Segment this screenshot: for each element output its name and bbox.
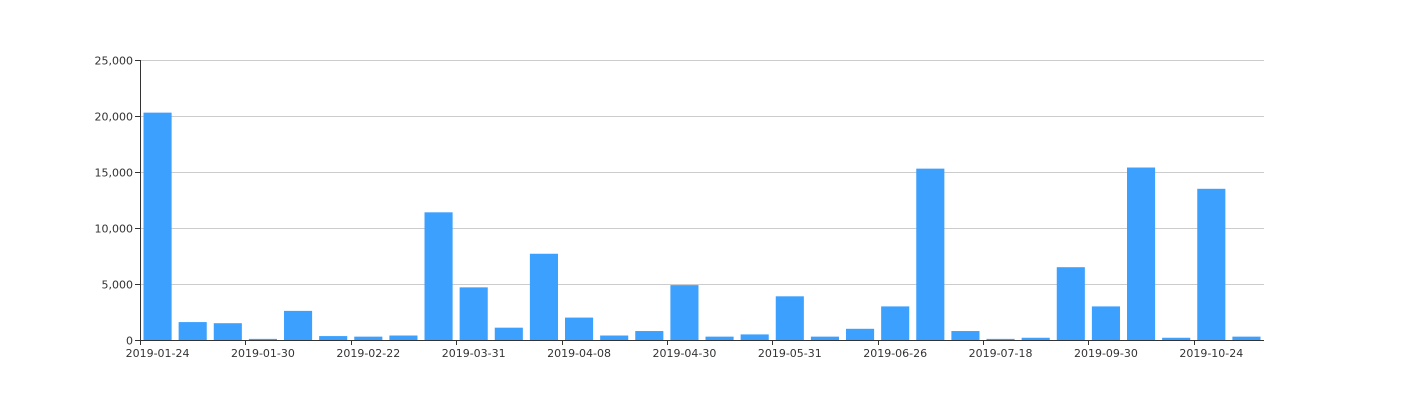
- bar: [1021, 337, 1050, 340]
- bar: [916, 168, 945, 340]
- y-tick-label: 20,000: [95, 111, 134, 124]
- x-tick-label: 2019-09-30: [1074, 347, 1138, 360]
- bar: [354, 336, 383, 340]
- bar: [600, 335, 629, 340]
- bar: [1127, 167, 1156, 340]
- bar: [951, 331, 980, 340]
- bar: [459, 287, 488, 340]
- bar: [494, 327, 523, 340]
- x-tick-labels: 2019-01-24 2019-01-30 2019-02-22 2019-03-31…: [126, 347, 1244, 360]
- x-tick-label: 2019-07-18: [969, 347, 1033, 360]
- x-tick-label: 2019-03-31: [442, 347, 506, 360]
- bar: [178, 322, 207, 340]
- bar: [810, 336, 839, 340]
- grid-lines: [140, 60, 1264, 285]
- bar: [635, 331, 664, 340]
- x-tick-label: 2019-10-24: [1179, 347, 1243, 360]
- bar: [775, 296, 804, 340]
- bar: [1197, 188, 1226, 340]
- bar: [670, 285, 699, 340]
- x-tick-label: 2019-04-08: [547, 347, 611, 360]
- x-tick-label: 2019-06-26: [863, 347, 927, 360]
- x-tick-label: 2019-01-24: [126, 347, 190, 360]
- bar: [986, 338, 1015, 340]
- bar: [1232, 336, 1261, 340]
- x-tick-label: 2019-02-22: [336, 347, 400, 360]
- bar: [1162, 337, 1191, 340]
- bar: [319, 336, 348, 340]
- bar: [1056, 267, 1085, 340]
- bar: [1091, 306, 1120, 340]
- bar: [565, 317, 594, 340]
- y-tick-labels: 0 5,000 10,000 15,000 20,000 25,000: [95, 55, 134, 348]
- y-tick-label: 25,000: [95, 55, 134, 68]
- x-tick-label: 2019-04-30: [652, 347, 716, 360]
- bar: [881, 306, 910, 340]
- bar: [424, 212, 453, 340]
- bar: [284, 310, 313, 340]
- bar: [846, 328, 875, 340]
- bar: [740, 334, 769, 340]
- bar: [248, 338, 277, 340]
- bar: [529, 253, 558, 340]
- bar: [705, 336, 734, 340]
- y-tick-label: 10,000: [95, 223, 134, 236]
- x-tick-label: 2019-05-31: [758, 347, 822, 360]
- y-tick-label: 5,000: [102, 279, 134, 292]
- x-tick-label: 2019-01-30: [231, 347, 295, 360]
- axes: [135, 60, 1264, 345]
- bar: [389, 335, 418, 340]
- y-tick-label: 15,000: [95, 167, 134, 180]
- bar: [213, 323, 242, 340]
- y-tick-label: 0: [126, 335, 133, 348]
- bars: [143, 112, 1261, 340]
- bar: [143, 112, 172, 340]
